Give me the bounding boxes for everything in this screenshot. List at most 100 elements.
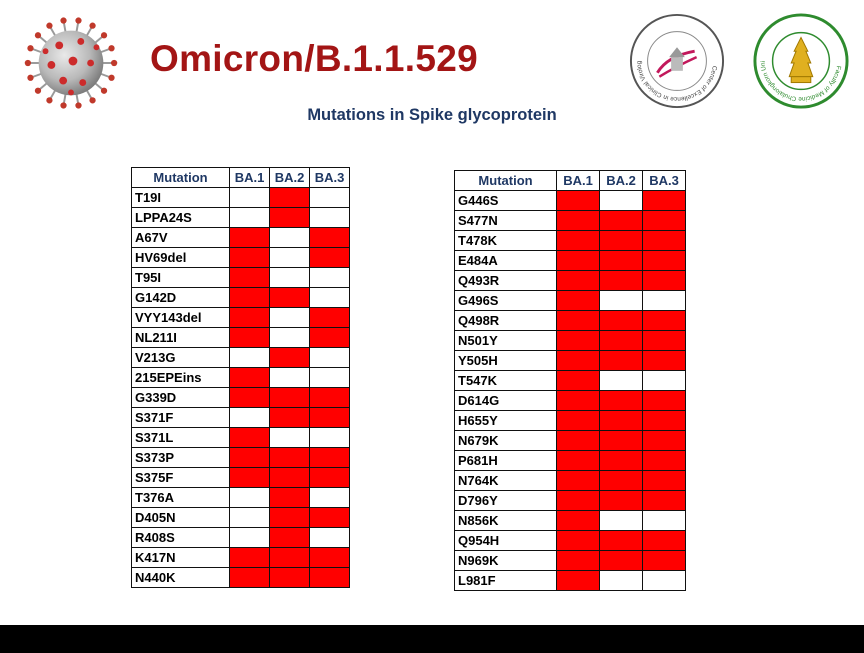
- table-row: G446S: [454, 190, 686, 211]
- ba2-presence-cell: [269, 247, 310, 268]
- ba3-presence-cell: [309, 227, 350, 248]
- mutation-name: N679K: [454, 430, 557, 451]
- ba3-presence-cell: [309, 427, 350, 448]
- column-header-ba2: BA.2: [599, 170, 643, 191]
- ba1-presence-cell: [556, 190, 600, 211]
- table-row: A67V: [131, 227, 350, 248]
- mutation-name: NL211I: [131, 327, 230, 348]
- ba1-presence-cell: [229, 527, 270, 548]
- table-row: T478K: [454, 230, 686, 251]
- ba2-presence-cell: [599, 330, 643, 351]
- ba2-presence-cell: [269, 187, 310, 208]
- ba2-presence-cell: [599, 570, 643, 591]
- ba1-presence-cell: [229, 487, 270, 508]
- ba3-presence-cell: [309, 267, 350, 288]
- ba1-presence-cell: [556, 390, 600, 411]
- table-row: V213G: [131, 347, 350, 368]
- ba3-presence-cell: [642, 330, 686, 351]
- mutation-name: S375F: [131, 467, 230, 488]
- table-row: S373P: [131, 447, 350, 468]
- ba3-presence-cell: [309, 347, 350, 368]
- ba3-presence-cell: [309, 487, 350, 508]
- table-row: T547K: [454, 370, 686, 391]
- ba2-presence-cell: [269, 347, 310, 368]
- ba2-presence-cell: [269, 447, 310, 468]
- column-header-ba3: BA.3: [309, 167, 350, 188]
- ba3-presence-cell: [642, 350, 686, 371]
- ba1-presence-cell: [229, 507, 270, 528]
- ba3-presence-cell: [309, 187, 350, 208]
- clinical-virology-seal-icon: Center of Excellence in Clinical Virolog…: [628, 12, 725, 109]
- table-row: K417N: [131, 547, 350, 568]
- ba1-presence-cell: [229, 287, 270, 308]
- chulalongkorn-medicine-seal-icon: Faculty of Medicine Chulalongkorn Univer…: [752, 12, 849, 109]
- slide: Omicron/B.1.1.529 Center of Excellence i…: [24, 12, 849, 591]
- ba2-presence-cell: [269, 507, 310, 528]
- mutation-name: HV69del: [131, 247, 230, 268]
- mutation-name: G142D: [131, 287, 230, 308]
- mutation-name: H655Y: [454, 410, 557, 431]
- ba1-presence-cell: [556, 330, 600, 351]
- mutation-name: Y505H: [454, 350, 557, 371]
- ba1-presence-cell: [556, 490, 600, 511]
- mutation-name: K417N: [131, 547, 230, 568]
- ba3-presence-cell: [642, 310, 686, 331]
- ba3-presence-cell: [309, 467, 350, 488]
- mutation-name: G446S: [454, 190, 557, 211]
- ba2-presence-cell: [599, 470, 643, 491]
- ba3-presence-cell: [642, 250, 686, 271]
- mutation-name: LPPA24S: [131, 207, 230, 228]
- table-row: T376A: [131, 487, 350, 508]
- page-title: Omicron/B.1.1.529: [150, 38, 478, 79]
- ba1-presence-cell: [229, 367, 270, 388]
- mutation-table-right: Mutation BA.1 BA.2 BA.3 G446S S477N T478K E…: [454, 170, 686, 591]
- ba2-presence-cell: [269, 287, 310, 308]
- table-row: P681H: [454, 450, 686, 471]
- column-header-mutation: Mutation: [454, 170, 557, 191]
- ba1-presence-cell: [556, 510, 600, 531]
- ba2-presence-cell: [599, 230, 643, 251]
- ba2-presence-cell: [599, 290, 643, 311]
- ba3-presence-cell: [642, 470, 686, 491]
- ba2-presence-cell: [269, 547, 310, 568]
- ba3-presence-cell: [309, 547, 350, 568]
- ba3-presence-cell: [309, 567, 350, 588]
- ba3-presence-cell: [642, 450, 686, 471]
- table-row: S371L: [131, 427, 350, 448]
- table-row: T19I: [131, 187, 350, 208]
- mutation-name: Q493R: [454, 270, 557, 291]
- ba2-presence-cell: [599, 490, 643, 511]
- mutation-name: S373P: [131, 447, 230, 468]
- table-row: Q493R: [454, 270, 686, 291]
- mutation-name: N856K: [454, 510, 557, 531]
- mutation-name: 215EPEins: [131, 367, 230, 388]
- column-header-mutation: Mutation: [131, 167, 230, 188]
- ba1-presence-cell: [556, 470, 600, 491]
- ba2-presence-cell: [269, 367, 310, 388]
- virus-icon: [24, 17, 118, 109]
- table-row: D614G: [454, 390, 686, 411]
- mutation-table-left: Mutation BA.1 BA.2 BA.3 T19I LPPA24S A67V H…: [131, 167, 350, 588]
- ba1-presence-cell: [229, 427, 270, 448]
- ba3-presence-cell: [642, 210, 686, 231]
- mutation-name: D405N: [131, 507, 230, 528]
- ba3-presence-cell: [309, 507, 350, 528]
- mutation-name: N764K: [454, 470, 557, 491]
- ba1-presence-cell: [229, 227, 270, 248]
- mutation-name: N969K: [454, 550, 557, 571]
- column-header-ba1: BA.1: [556, 170, 600, 191]
- table-row: VYY143del: [131, 307, 350, 328]
- ba3-presence-cell: [642, 190, 686, 211]
- ba1-presence-cell: [556, 350, 600, 371]
- ba3-presence-cell: [309, 527, 350, 548]
- ba2-presence-cell: [599, 250, 643, 271]
- mutation-name: T19I: [131, 187, 230, 208]
- ba3-presence-cell: [642, 550, 686, 571]
- table-row: R408S: [131, 527, 350, 548]
- column-header-ba1: BA.1: [229, 167, 270, 188]
- table-row: S477N: [454, 210, 686, 231]
- table-header-row: Mutation BA.1 BA.2 BA.3: [454, 170, 686, 191]
- mutation-name: T95I: [131, 267, 230, 288]
- ba3-presence-cell: [309, 307, 350, 328]
- mutation-name: Q498R: [454, 310, 557, 331]
